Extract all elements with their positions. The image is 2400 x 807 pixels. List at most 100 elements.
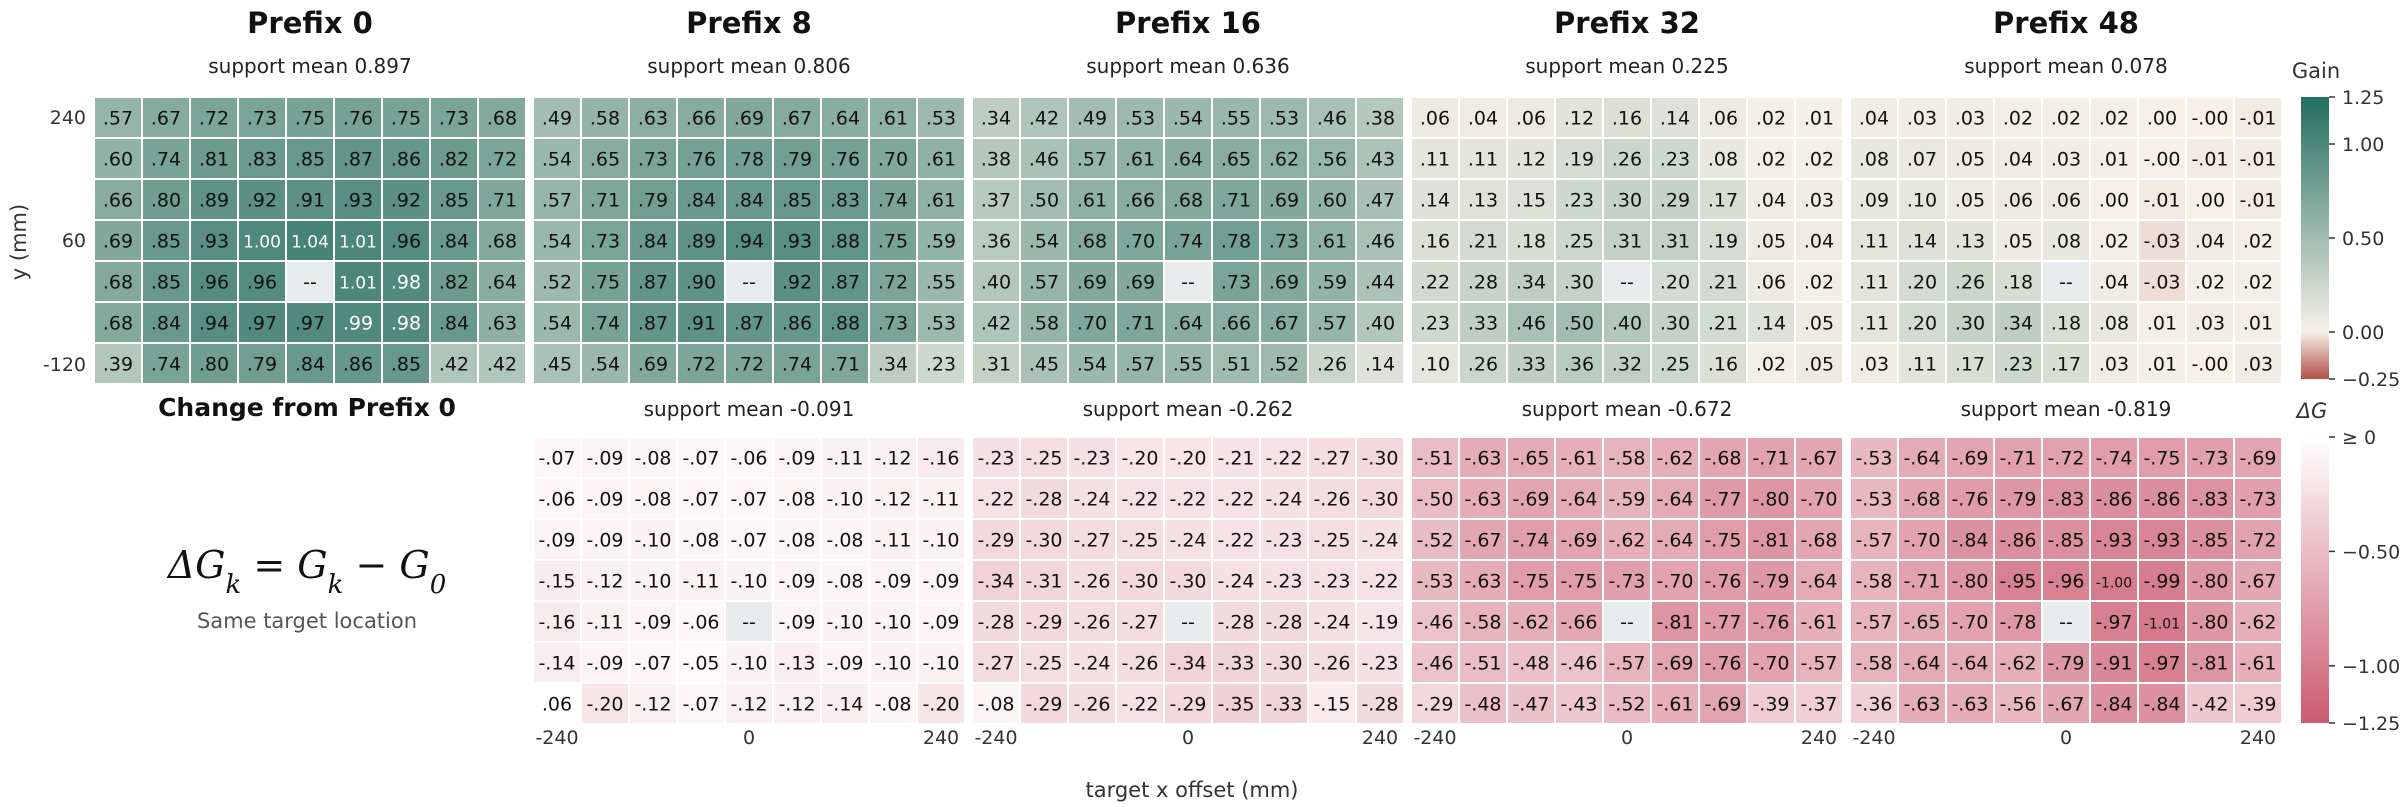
gain-cell-label: .02 (2099, 231, 2129, 253)
delta-cell-label: -.67 (1464, 530, 1501, 552)
gain-cell-label: .59 (1317, 272, 1347, 294)
delta-cell-label: -.07 (730, 489, 767, 511)
gain-cell-label: .87 (734, 313, 764, 335)
delta-cell (772, 682, 822, 725)
delta-cell-label: -.91 (2095, 653, 2132, 675)
x-tick: 0 (1182, 727, 1194, 749)
gain-cell (2089, 342, 2139, 385)
gain-cell (532, 178, 582, 221)
delta-cell-label: -.76 (1704, 653, 1741, 675)
support-mean: support mean 0.636 (1086, 54, 1289, 78)
delta-cell-label: -.76 (1951, 489, 1988, 511)
delta-cell (1115, 600, 1165, 643)
delta-cell (1897, 682, 1947, 725)
colorbar-tick-label: −0.50 (2342, 541, 2400, 563)
gain-cell-label: -.00 (2143, 149, 2180, 171)
delta-cell-label: -.27 (977, 653, 1014, 675)
gain-cell-label: .34 (2003, 313, 2033, 335)
delta-cell (868, 641, 918, 684)
delta-cell (1458, 682, 1508, 725)
gain-cell-label: .14 (1365, 354, 1395, 376)
gain-cell (1211, 342, 1261, 385)
delta-cell (1746, 559, 1796, 602)
gain-cell-label: .94 (199, 313, 229, 335)
gain-cell-label: .08 (1859, 149, 1889, 171)
gain-cell (628, 342, 678, 385)
panel-title: Prefix 0 (247, 6, 373, 40)
gain-cell-label: .31 (981, 354, 1011, 376)
delta-cell-label: -.11 (874, 530, 911, 552)
delta-heatmaps: support mean -0.091-.07 -.09 -.08 -.07 -.06-… (532, 397, 2283, 749)
gain-cell (93, 342, 143, 385)
gain-cell (2041, 96, 2091, 139)
delta-cell-label: -.20 (1169, 448, 1206, 470)
panel-prefix-3: Prefix 32 support mean 0.225 .06 .04 .06 .12.… (1410, 6, 1844, 385)
delta-cell (724, 682, 774, 725)
delta-cell-label: -.10 (730, 571, 767, 593)
gain-cell (532, 219, 582, 262)
delta-cell-label: -.10 (874, 653, 911, 675)
delta-cell (1650, 600, 1700, 643)
delta-cell-label: -.12 (874, 448, 911, 470)
panel-prefix-2: Prefix 16 support mean 0.636 .34 .42 .49 .53.… (971, 6, 1405, 385)
gain-cell-label: .89 (686, 231, 716, 253)
delta-cell-label: -.73 (2191, 448, 2228, 470)
delta-cell (971, 518, 1021, 561)
delta-cell-label: -.69 (1560, 530, 1597, 552)
gain-cell (971, 178, 1021, 221)
gain-cell-label: .73 (247, 108, 277, 130)
delta-cell-label: -.76 (1704, 571, 1741, 593)
gain-cell (2041, 137, 2091, 180)
gain-cell (1163, 96, 1213, 139)
x-tick: -240 (974, 727, 1017, 749)
delta-formula: ΔGk = Gk − G0 (166, 543, 447, 600)
gain-cell (2233, 219, 2283, 262)
delta-cell-label: -.39 (1752, 694, 1789, 716)
delta-cell-label: -.35 (1217, 694, 1254, 716)
gain-cell-label: .06 (1516, 108, 1546, 130)
delta-cell (1794, 518, 1844, 561)
delta-cell-label: -.09 (826, 653, 863, 675)
gain-cell-label: .82 (439, 272, 469, 294)
gain-cell-label: .54 (590, 354, 620, 376)
colorbar-bottom-ticks: ≥ 0 −0.50 −1.00 −1.25 (2329, 427, 2400, 735)
gain-cell-label: .20 (1907, 313, 1937, 335)
gain-cell-label: .69 (1125, 272, 1155, 294)
gain-cell (1602, 219, 1652, 262)
gain-cell-label: .61 (878, 108, 908, 130)
gain-cell-label: .96 (199, 272, 229, 294)
gain-cell (285, 178, 335, 221)
gain-cell (676, 260, 726, 303)
delta-cell-label: -.71 (1903, 571, 1940, 593)
gain-cell (1163, 178, 1213, 221)
delta-cell (1746, 682, 1796, 725)
delta-cell-label: -.11 (922, 489, 959, 511)
gain-cell-label: .23 (926, 354, 956, 376)
delta-cell (2185, 518, 2235, 561)
gain-cell-label: .11 (1859, 272, 1889, 294)
gain-cell-label: .11 (1859, 313, 1889, 335)
delta-cell-label: -.20 (586, 694, 623, 716)
gain-cell-label: .00 (2195, 190, 2225, 212)
gain-cell-label: .21 (1708, 313, 1738, 335)
delta-cell-label: -.84 (2095, 694, 2132, 716)
delta-cell-label: -.69 (1704, 694, 1741, 716)
gain-cell (1307, 301, 1357, 344)
delta-cell-label: -.34 (977, 571, 1014, 593)
delta-cell (1698, 641, 1748, 684)
gain-cell-label: .69 (1269, 190, 1299, 212)
gain-cell-label: .49 (542, 108, 572, 130)
delta-cell-label: -.67 (2047, 694, 2084, 716)
delta-cell (2185, 600, 2235, 643)
delta-cell-label: -.07 (634, 653, 671, 675)
gain-cell-label: .71 (590, 190, 620, 212)
gain-cell-label: .18 (2003, 272, 2033, 294)
gain-cell-label: .40 (1365, 313, 1395, 335)
support-mean: support mean 0.225 (1525, 54, 1728, 78)
gain-cell (1897, 137, 1947, 180)
gain-cell (1355, 219, 1405, 262)
gain-cell-label: .92 (391, 190, 421, 212)
gain-cell (676, 96, 726, 139)
gain-cell-label: .84 (151, 313, 181, 335)
gain-cell-label: .57 (542, 190, 572, 212)
